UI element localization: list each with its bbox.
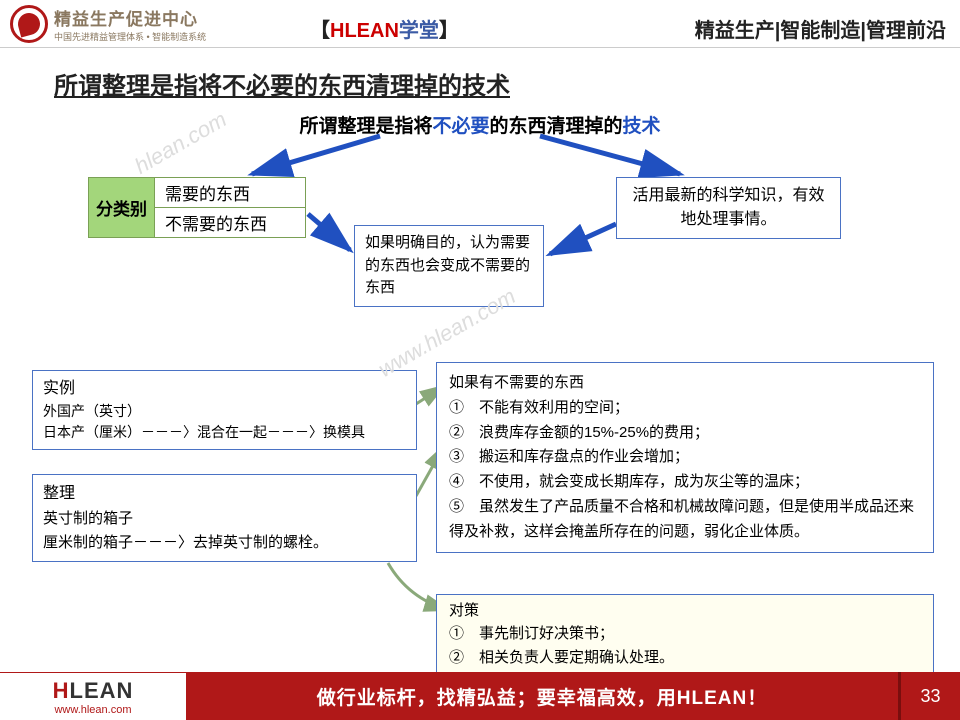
big-title: 如果有不需要的东西	[449, 371, 921, 396]
logo-title: 精益生产促进中心	[54, 5, 206, 30]
brand-h: H	[53, 678, 70, 703]
ex1-title: 实例	[43, 377, 406, 401]
diagram-area: 分类别 需要的东西 不需要的东西 如果明确目的，认为需要的东西也会变成不需要的东…	[0, 142, 960, 327]
middle-box: 如果明确目的，认为需要的东西也会变成不需要的东西	[354, 225, 544, 307]
top-sentence: 所谓整理是指将不必要的东西清理掉的技术	[0, 111, 960, 138]
footer-url: www.hlean.com	[54, 704, 131, 716]
bracket-r: 】	[439, 20, 459, 42]
arrow-right-to-mid-icon	[540, 218, 626, 266]
sentence-em1: 不必要	[432, 116, 489, 137]
header: 精益生产促进中心 中国先进精益管理体系 • 智能制造系统 【HLEAN学堂】 精…	[0, 0, 960, 48]
bracket-l: 【	[310, 20, 330, 42]
logo-text: 精益生产促进中心 中国先进精益管理体系 • 智能制造系统	[54, 5, 206, 43]
small-l1: ① 事先制订好决策书；	[449, 622, 921, 645]
big-l2: ② 浪费库存金额的15%-25%的费用；	[449, 421, 921, 446]
big-l5: ⑤ 虽然发生了产品质量不合格和机械故障问题，但是使用半成品还来得及补救，这样会掩…	[449, 495, 921, 545]
small-l2: ② 相关负责人要定期确认处理。	[449, 646, 921, 669]
ex1-line1: 外国产（英寸）	[43, 401, 406, 422]
issues-box: 如果有不需要的东西 ① 不能有效利用的空间； ② 浪费库存金额的15%-25%的…	[436, 362, 934, 553]
page-number: 33	[898, 672, 960, 720]
countermeasure-box: 对策 ① 事先制订好决策书； ② 相关负责人要定期确认处理。	[436, 594, 934, 674]
example-box-1: 实例 外国产（英寸） 日本产（厘米）－－－〉混合在一起－－－〉换模具	[32, 370, 417, 450]
big-l1: ① 不能有效利用的空间；	[449, 396, 921, 421]
brand-l: LEAN	[70, 678, 134, 703]
category-row-2: 不需要的东西	[155, 208, 305, 237]
footer-slogan: 做行业标杆，找精弘益；要幸福高效，用HLEAN！	[186, 672, 898, 720]
footer: HLEAN www.hlean.com 做行业标杆，找精弘益；要幸福高效，用HL…	[0, 672, 960, 720]
ex2-title: 整理	[43, 481, 406, 507]
logo-subtitle: 中国先进精益管理体系 • 智能制造系统	[54, 30, 206, 43]
header-right: 精益生产|智能制造|管理前沿	[695, 14, 946, 43]
ex2-line2: 厘米制的箱子－－－〉去掉英寸制的螺栓。	[43, 531, 406, 555]
right-box: 活用最新的科学知识，有效地处理事情。	[616, 177, 841, 239]
category-row-1: 需要的东西	[155, 178, 305, 208]
big-l3: ③ 搬运和库存盘点的作业会增加；	[449, 445, 921, 470]
brand-suffix: 学堂	[399, 20, 439, 42]
example-box-2: 整理 英寸制的箱子 厘米制的箱子－－－〉去掉英寸制的螺栓。	[32, 474, 417, 562]
logo-icon	[10, 5, 48, 43]
arrow-to-mid-icon	[302, 208, 362, 263]
category-label: 分类别	[89, 178, 155, 237]
brand-name: HLEAN	[330, 20, 399, 42]
category-box: 分类别 需要的东西 不需要的东西	[88, 177, 306, 238]
ex2-line1: 英寸制的箱子	[43, 507, 406, 531]
page-title: 所谓整理是指将不必要的东西清理掉的技术	[54, 66, 960, 101]
footer-logo: HLEAN www.hlean.com	[0, 672, 186, 720]
big-l4: ④ 不使用，就会变成长期库存，成为灰尘等的温床；	[449, 470, 921, 495]
small-title: 对策	[449, 599, 921, 622]
ex1-line2: 日本产（厘米）－－－〉混合在一起－－－〉换模具	[43, 422, 406, 443]
header-center: 【HLEAN学堂】	[310, 14, 459, 43]
